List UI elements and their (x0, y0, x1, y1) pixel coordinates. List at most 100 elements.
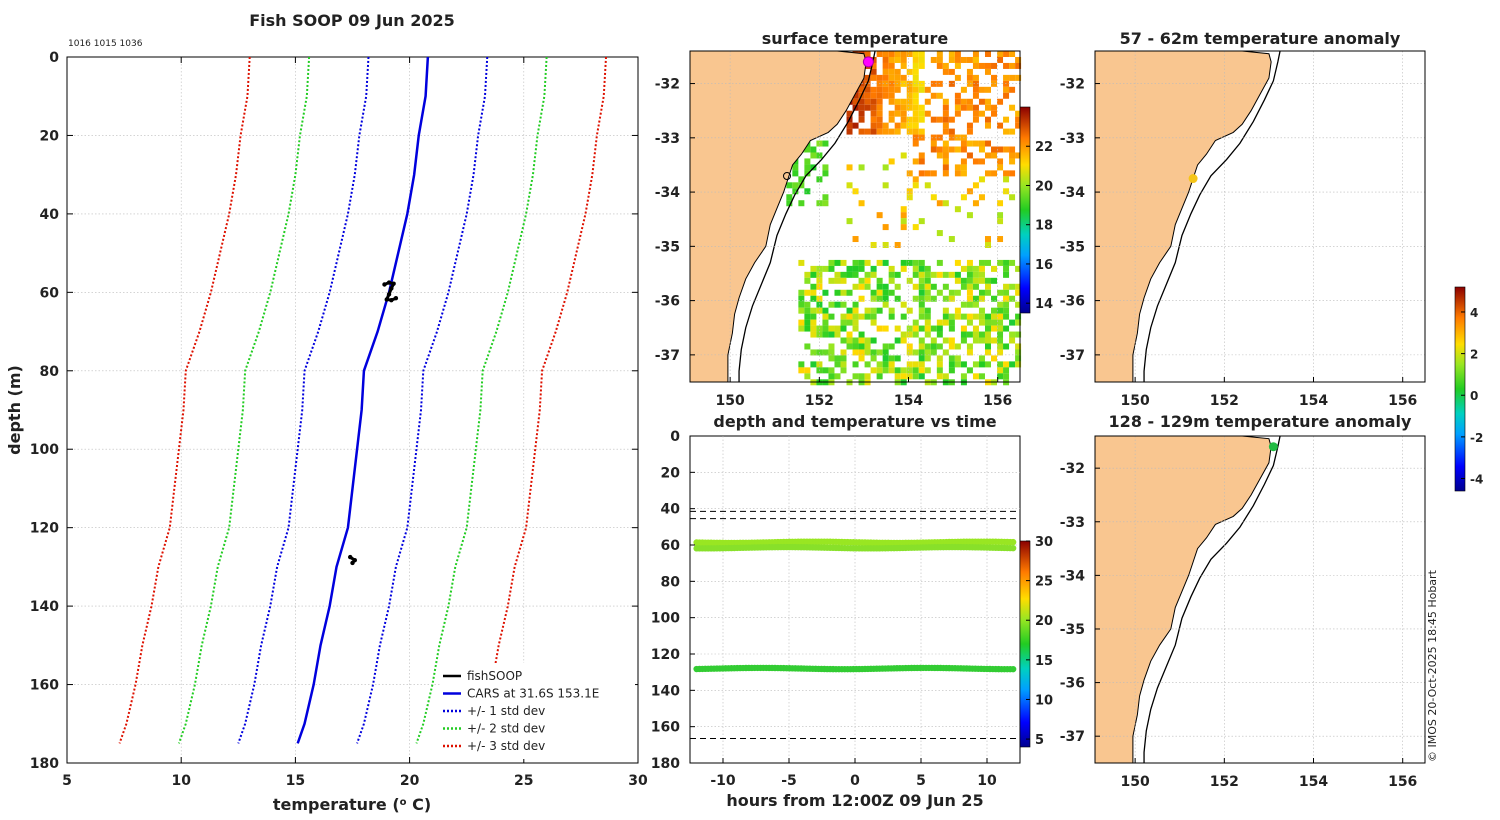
profile-ylabel: depth (m) (5, 365, 24, 455)
sst-colorbar-tick: 14 (1035, 297, 1053, 312)
std-1-lower-line (237, 56, 370, 744)
anomaly-shallow-ytick-label: -37 (1060, 348, 1085, 364)
sst-ytick-label: -37 (655, 348, 680, 364)
profile-ytick-label: 180 (30, 756, 59, 772)
profile-plot: 5 10 15 20 25 30 0 20 40 60 80 100 120 140 160 180 Fish… (5, 11, 648, 814)
timeseries-xlabel: hours from 12:00Z 09 Jun 25 (726, 791, 983, 810)
timeseries-ytick-label: 60 (661, 538, 681, 554)
timeseries-axes-frame (689, 435, 1021, 764)
anomaly-shallow-ytick-label: -36 (1060, 294, 1085, 310)
profile-legend: fishSOOP CARS at 31.6S 153.1E +/- 1 std de… (440, 663, 635, 759)
cars-mean-line (296, 56, 430, 744)
profile-xtick-label: 5 (62, 773, 72, 789)
anomaly-shallow-ytick-label: -33 (1060, 131, 1085, 147)
profile-xlabel: temperature (o C) (273, 795, 431, 814)
timeseries-colorbar-tick: 15 (1035, 654, 1053, 669)
sst-xtick-label: 152 (805, 393, 834, 409)
timeseries-colorbar-tick: 5 (1035, 733, 1044, 748)
timeseries-colorbar-tick: 20 (1035, 614, 1053, 629)
anomaly-deep-frame (1094, 435, 1426, 764)
timeseries-sensor-3 (693, 664, 1017, 673)
sst-land (689, 50, 867, 383)
sst-ytick-label: -34 (655, 185, 681, 201)
anomaly-deep-ytick-label: -33 (1060, 515, 1085, 531)
profile-xtick-label: 30 (628, 773, 648, 789)
sst-ytick-label: -32 (655, 77, 680, 93)
anomaly-colorbar-tick: -2 (1470, 431, 1483, 445)
timeseries-ytick-label: 140 (651, 683, 680, 699)
timeseries-ytick-label: 120 (651, 647, 680, 663)
footer-credit: © IMOS 20-Oct-2025 18:45 Hobart (1426, 569, 1439, 762)
sst-xtick-label: 156 (983, 393, 1012, 409)
anomaly-shallow-map: 150 152 154 156 -32 -33 -34 -35 -36 -37 57 - 62m … (1060, 29, 1426, 409)
fishsoop-point (382, 282, 387, 287)
sst-map: 150 152 154 156 -32 -33 -34 -35 -36 -37 surface t… (655, 29, 1053, 409)
timeseries-xtick-label: 10 (977, 773, 997, 789)
fishsoop-point (389, 297, 394, 303)
timeseries-sensor-2 (693, 543, 1017, 552)
legend-entry-label: fishSOOP (467, 669, 522, 683)
legend-entry-label: CARS at 31.6S 153.1E (467, 687, 599, 701)
sst-colorbar (1019, 106, 1031, 314)
timeseries-ytick-label: 180 (651, 756, 680, 772)
timeseries-point (1009, 538, 1017, 546)
profile-ytick-label: 140 (30, 599, 59, 615)
profile-ytick-label: 60 (40, 285, 60, 301)
anomaly-deep-ytick-label: -34 (1060, 568, 1086, 584)
profile-ytick-label: 80 (40, 364, 60, 380)
fishsoop-point (393, 296, 399, 301)
profile-title: Fish SOOP 09 Jun 2025 (249, 11, 455, 30)
timeseries-title: depth and temperature vs time (713, 412, 996, 431)
anomaly-colorbar-tick: 4 (1470, 306, 1478, 320)
fishsoop-point (389, 286, 394, 291)
timeseries-colorbar-tick: 30 (1035, 535, 1053, 550)
timeseries-ytick-label: 20 (661, 465, 681, 481)
std-3-lower-line (118, 56, 251, 744)
anomaly-shallow-point (1188, 174, 1198, 184)
timeseries-xtick-label: -5 (781, 773, 797, 789)
sst-colorbar-tick: 16 (1035, 258, 1053, 273)
timeseries-point (1009, 665, 1017, 673)
anomaly-shallow-frame (1094, 50, 1426, 383)
timeseries-ytick-label: 80 (661, 574, 681, 590)
timeseries-ytick-label: 0 (670, 429, 680, 445)
anomaly-deep-xtick-label: 152 (1210, 774, 1239, 790)
fishsoop-point (350, 560, 355, 566)
profile-ytick-label: 160 (30, 678, 59, 694)
sst-colorbar-tick: 20 (1035, 179, 1053, 194)
profile-ytick-label: 100 (30, 442, 59, 458)
anomaly-deep-land (1094, 435, 1272, 764)
profile-xtick-label: 20 (400, 773, 420, 789)
timeseries-point (1009, 544, 1017, 552)
timeseries-xtick-label: -10 (710, 773, 736, 789)
std-2-lower-line (177, 56, 311, 744)
sst-ytick-label: -36 (655, 294, 680, 310)
anomaly-deep-ytick-label: -32 (1060, 461, 1085, 477)
timeseries-xtick-label: 0 (850, 773, 860, 789)
sst-colorbar-tick: 18 (1035, 219, 1053, 234)
timeseries-ytick-label: 40 (661, 502, 681, 518)
timeseries-sensor-1 (693, 538, 1017, 547)
anomaly-colorbar-tick: 2 (1470, 348, 1478, 362)
anomaly-shallow-xtick-label: 150 (1121, 393, 1150, 409)
timeseries-ytick-label: 160 (651, 720, 680, 736)
sst-location-marker (862, 56, 874, 68)
anomaly-deep-ytick-label: -35 (1060, 622, 1085, 638)
anomaly-shallow-xtick-label: 152 (1210, 393, 1239, 409)
anomaly-shallow-ytick-label: -34 (1060, 185, 1086, 201)
std-3-upper-line (474, 56, 608, 744)
anomaly-deep-map: 150 152 154 156 -32 -33 -34 -35 -36 -37 128 - 129… (1060, 412, 1426, 790)
anomaly-deep-ytick-label: -36 (1060, 676, 1085, 692)
anomaly-deep-isobath (1143, 435, 1281, 763)
legend-entry-label: +/- 3 std dev (467, 739, 545, 753)
anomaly-deep-xtick-label: 154 (1299, 774, 1328, 790)
timeseries-ytick-label: 100 (651, 611, 680, 627)
std-1-upper-line (356, 56, 489, 744)
timeseries-xtick-label: 5 (916, 773, 926, 789)
fishsoop-point (348, 554, 353, 560)
std-2-upper-line (415, 56, 548, 744)
profile-xtick-label: 25 (514, 773, 533, 789)
sst-station-circle (783, 172, 791, 180)
